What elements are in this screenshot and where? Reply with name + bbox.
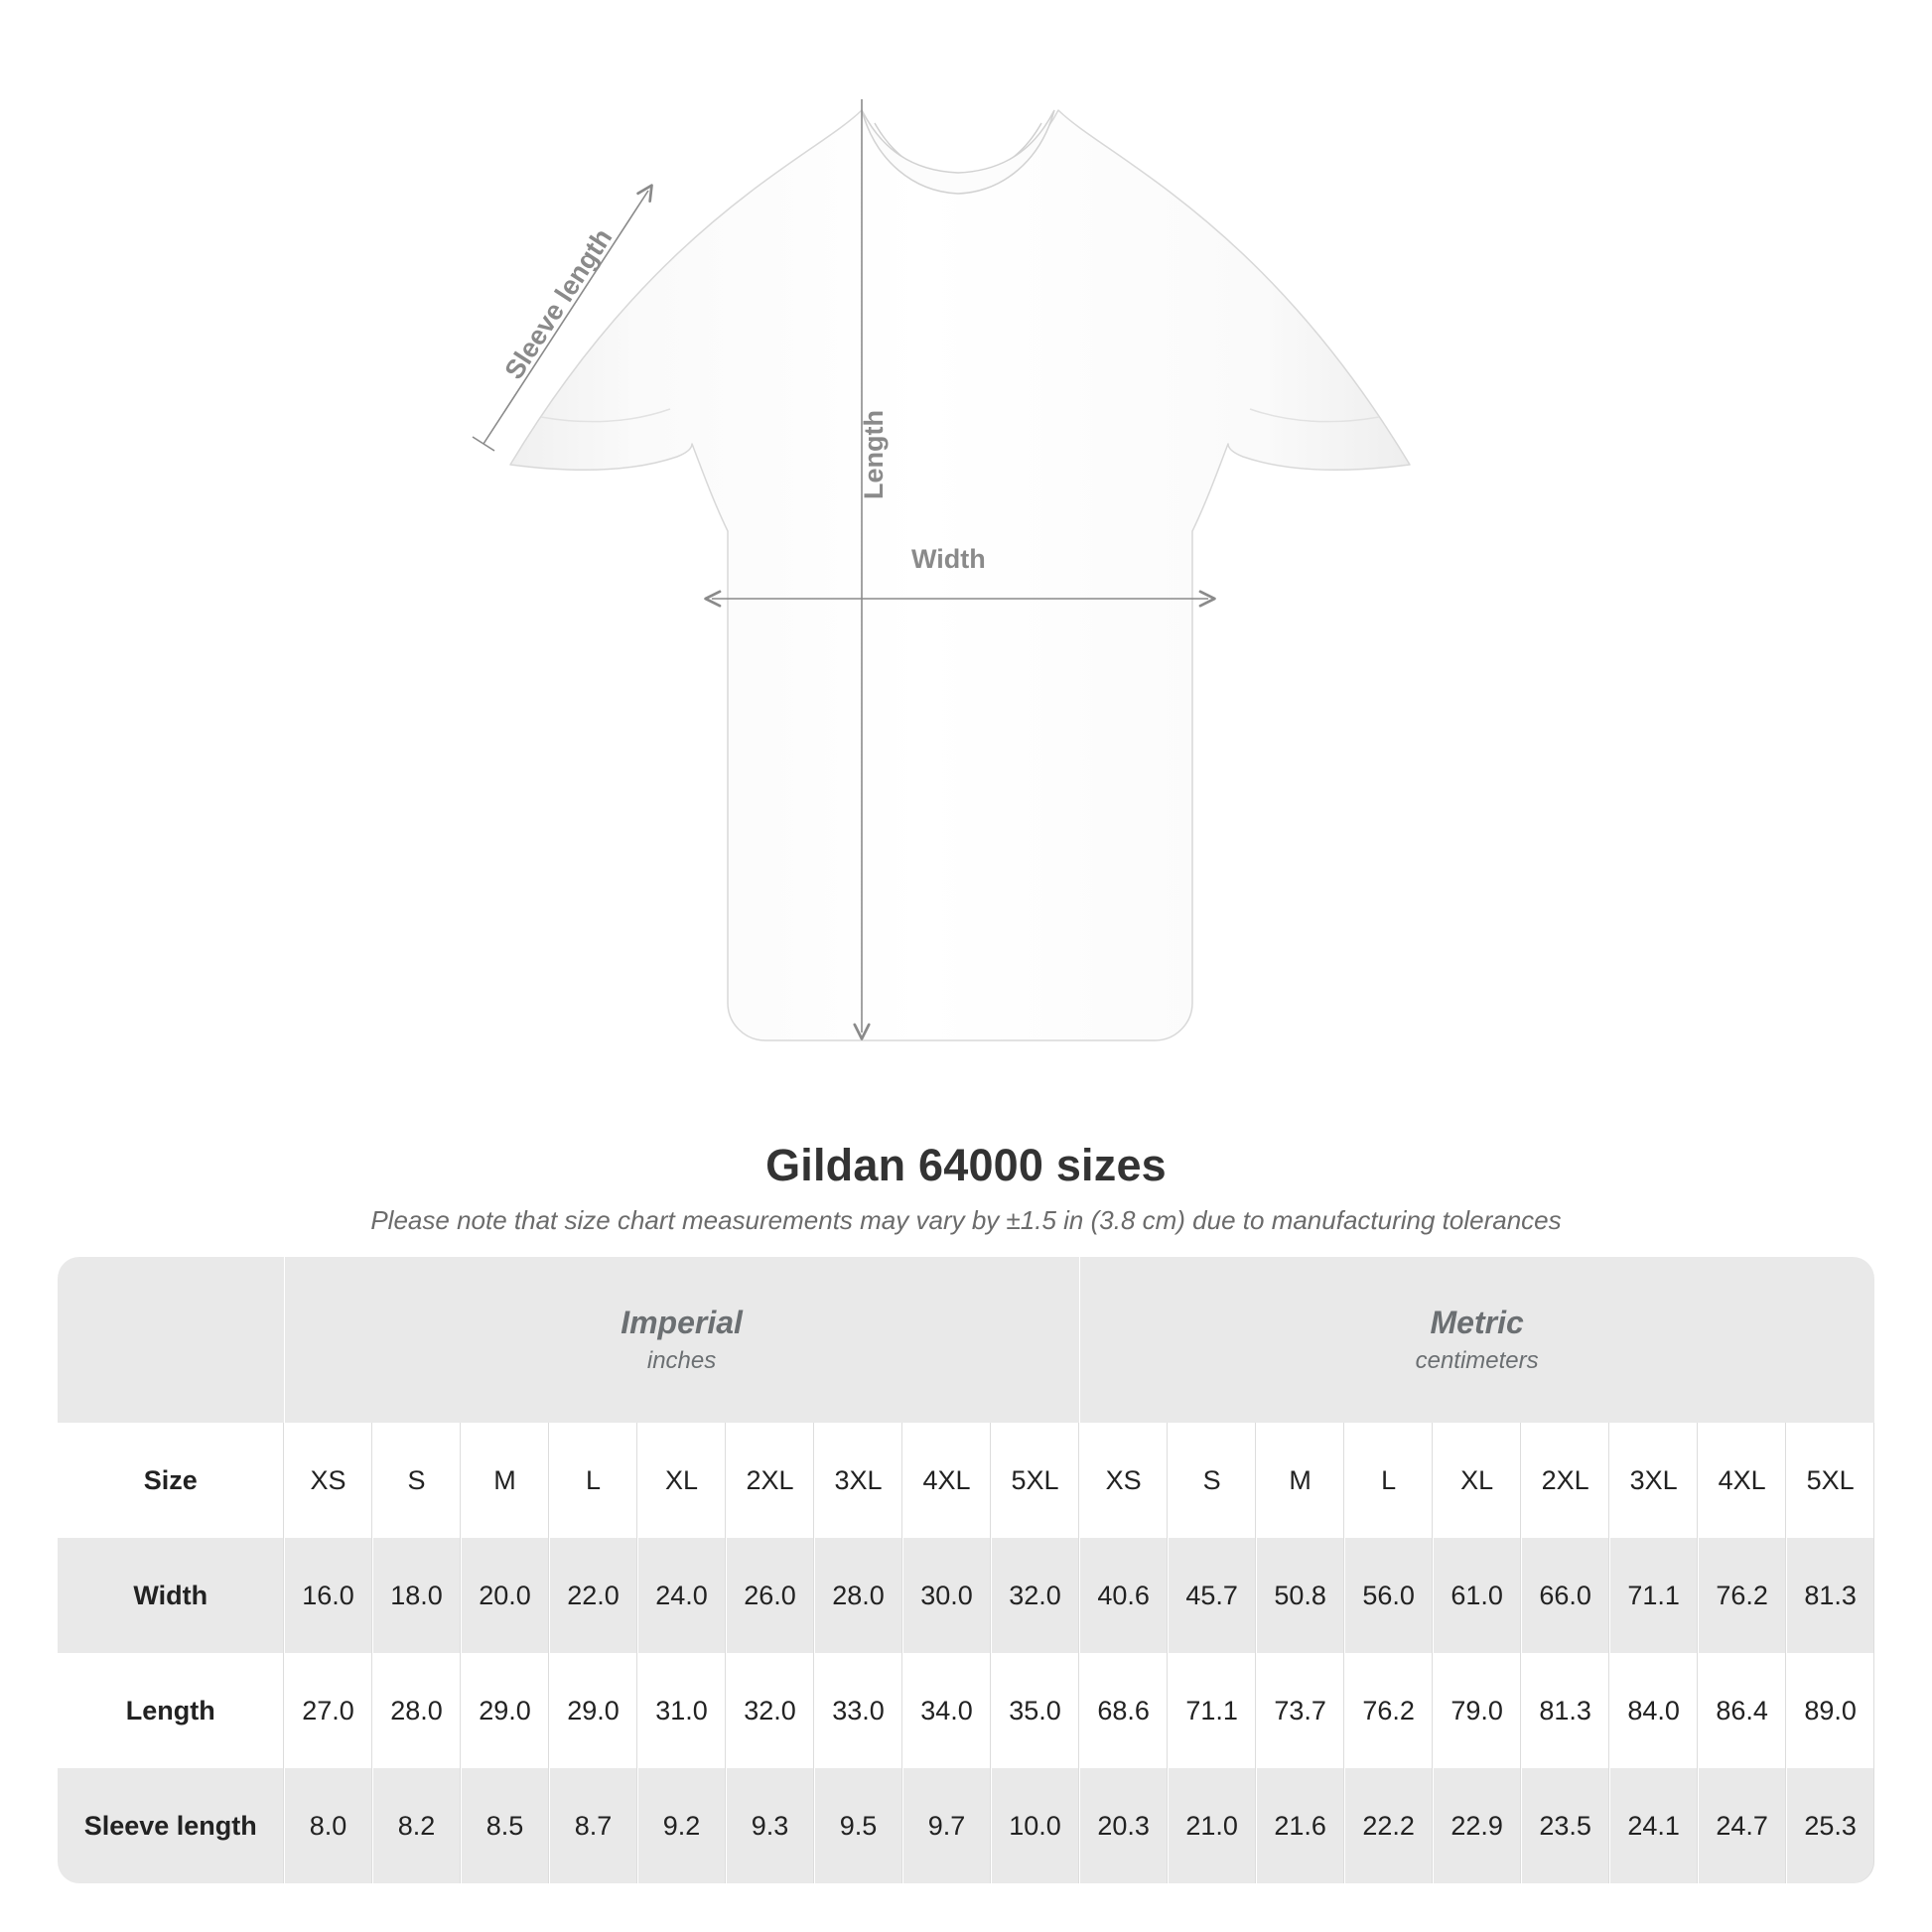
svg-text:Length: Length	[859, 410, 889, 499]
svg-text:Width: Width	[911, 544, 986, 574]
